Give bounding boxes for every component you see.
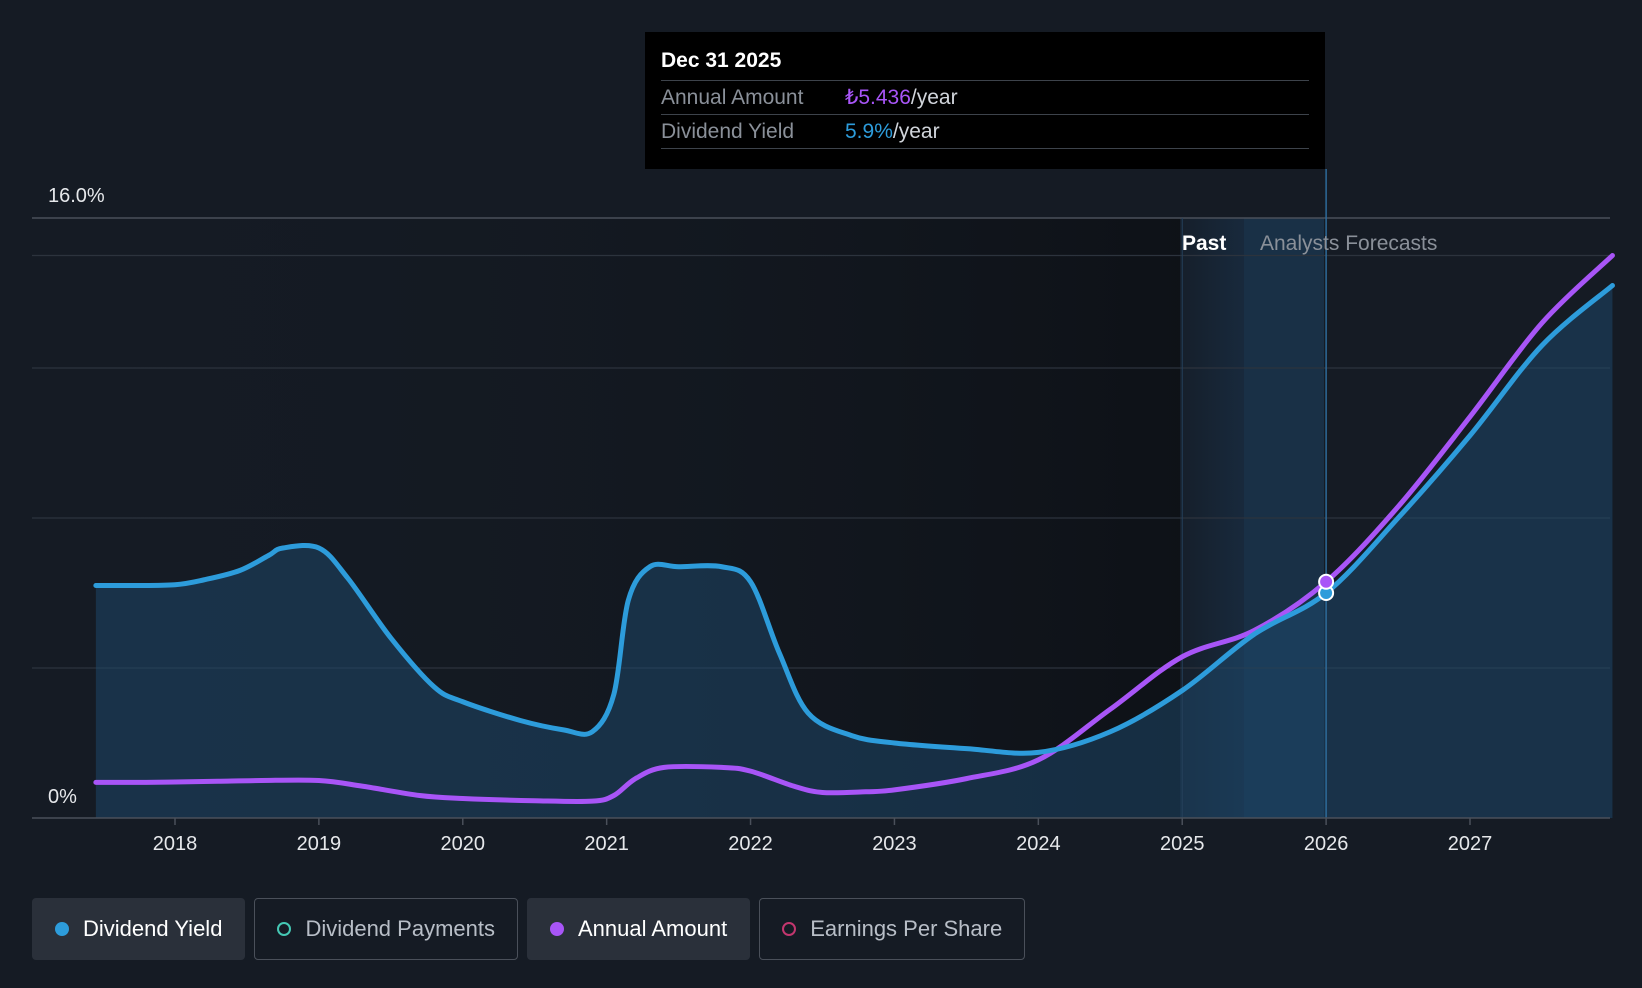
legend-annual-amount-label: Annual Amount xyxy=(577,916,728,941)
legend-dividend-payments-button[interactable]: Dividend Payments xyxy=(254,898,518,960)
legend-dividend-yield-button[interactable]: Dividend Yield xyxy=(32,898,246,960)
x-axis-ticks: 2018 2019 2020 2021 2022 2023 2024 2025 2026 2027 xyxy=(153,818,1493,855)
tooltip-yield-value: 5.9% xyxy=(845,119,893,143)
legend-earnings-per-share-button[interactable]: Earnings Per Share xyxy=(759,898,1026,960)
tooltip-yield-unit: /year xyxy=(892,119,940,143)
tooltip-date: Dec 31 2025 xyxy=(661,49,782,72)
dividend-yield-area xyxy=(95,285,1613,818)
x-tick-label: 2019 xyxy=(297,833,342,855)
dividend-yield-line xyxy=(93,283,1615,756)
y-max-label: 16.0% xyxy=(48,185,105,207)
x-tick-label: 2026 xyxy=(1304,833,1349,855)
x-tick-label: 2021 xyxy=(584,833,629,855)
chart-legend: Dividend Yield Dividend Payments Annual … xyxy=(32,898,1026,960)
legend-earnings-per-share-label: Earnings Per Share xyxy=(810,916,1003,941)
tooltip-yield-row: Dividend Yield 5.9% /year xyxy=(661,114,1309,149)
annual-amount-marker xyxy=(1318,573,1335,590)
tooltip-annual-unit: /year xyxy=(910,85,958,109)
x-tick-label: 2024 xyxy=(1016,833,1061,855)
x-tick-label: 2025 xyxy=(1160,833,1205,855)
hover-tooltip: Dec 31 2025 Annual Amount ₺5.436 /year D… xyxy=(645,32,1325,169)
dividend-yield-dot-icon xyxy=(55,922,69,936)
dividend-payments-ring-icon xyxy=(277,922,292,936)
tooltip-annual-row: Annual Amount ₺5.436 /year xyxy=(661,80,1309,114)
tooltip-annual-label: Annual Amount xyxy=(661,85,804,109)
annual-amount-dot-icon xyxy=(549,922,564,936)
x-tick-label: 2022 xyxy=(728,833,773,855)
legend-dividend-yield-label: Dividend Yield xyxy=(83,916,223,941)
legend-dividend-payments-label: Dividend Payments xyxy=(305,916,495,941)
past-label: Past xyxy=(1182,232,1226,255)
x-tick-label: 2020 xyxy=(441,833,486,855)
x-tick-label: 2018 xyxy=(153,833,198,855)
legend-annual-amount-button[interactable]: Annual Amount xyxy=(526,898,751,960)
tooltip-yield-label: Dividend Yield xyxy=(661,119,795,143)
x-tick-label: 2027 xyxy=(1448,833,1493,855)
forecast-label: Analysts Forecasts xyxy=(1260,232,1437,255)
x-tick-label: 2023 xyxy=(872,833,917,855)
y-min-label: 0% xyxy=(48,786,77,808)
tooltip-annual-value: ₺5.436 xyxy=(845,86,911,109)
earnings-per-share-ring-icon xyxy=(782,922,797,936)
